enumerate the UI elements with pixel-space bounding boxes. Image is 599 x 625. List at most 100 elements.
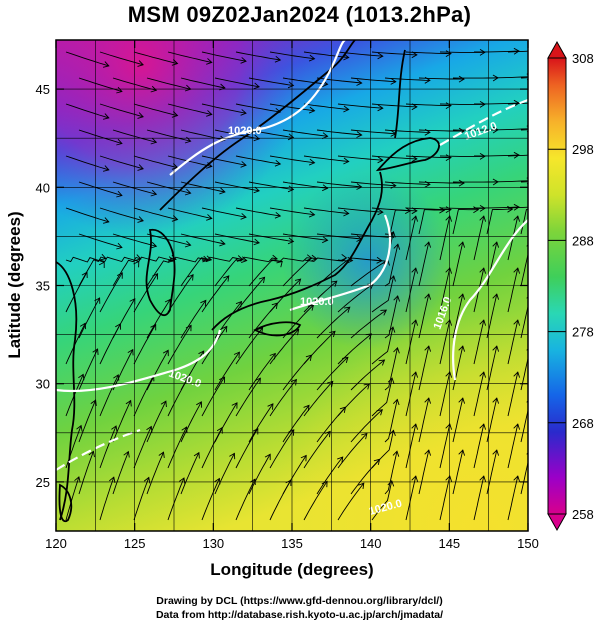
- streamline-arrowhead: [170, 254, 177, 262]
- streamline-arrowhead: [513, 47, 520, 55]
- streamline-arrowhead: [193, 451, 200, 459]
- streamline: [303, 481, 328, 521]
- streamline: [439, 424, 451, 469]
- x-axis-title: Longitude (degrees): [210, 560, 373, 579]
- streamline-arrowhead: [116, 138, 123, 146]
- streamline: [133, 375, 154, 417]
- streamline: [350, 129, 396, 135]
- streamline: [337, 482, 365, 521]
- streamline: [439, 216, 451, 261]
- streamline-arrowhead: [274, 107, 282, 115]
- streamline-arrowhead: [492, 241, 500, 248]
- streamline-arrowhead: [113, 374, 120, 381]
- streamline: [248, 259, 283, 287]
- streamline-arrowhead: [424, 241, 432, 248]
- streamline: [235, 377, 261, 417]
- streamline-arrowhead: [445, 102, 452, 109]
- streamline-arrowhead: [513, 151, 520, 159]
- streamline-arrowhead: [76, 424, 83, 432]
- streamline: [371, 103, 417, 108]
- y-tick-label: 30: [36, 377, 50, 392]
- streamline-arrowhead: [205, 255, 213, 263]
- streamline-arrowhead: [339, 406, 347, 413]
- streamline: [146, 129, 191, 142]
- streamline: [248, 129, 294, 138]
- streamline-arrowhead: [233, 351, 240, 359]
- streamline-arrowhead: [327, 380, 334, 388]
- streamline-arrowhead: [219, 376, 226, 383]
- isobar-label-5: 1020.0: [300, 296, 334, 308]
- streamline-arrowhead: [200, 299, 207, 307]
- streamline-arrowhead: [445, 267, 453, 274]
- streamline: [384, 129, 430, 133]
- streamline: [452, 398, 464, 443]
- streamline-arrowhead: [276, 260, 283, 268]
- y-axis-title: Latitude (degrees): [5, 211, 24, 358]
- streamline-arrowhead: [340, 254, 348, 261]
- streamline-arrowhead: [411, 423, 419, 430]
- streamline: [65, 271, 88, 313]
- streamline: [167, 207, 212, 219]
- isobar-1012-ne: [439, 98, 528, 146]
- colorbar-ticks: 308 298 288 278 268 258: [548, 51, 594, 522]
- streamline: [235, 428, 259, 469]
- streamline-arrowhead: [445, 50, 452, 57]
- streamline: [507, 50, 528, 53]
- streamline-arrowhead: [393, 346, 400, 354]
- colorbar-label: 298: [572, 142, 594, 157]
- streamline-arrowhead: [445, 206, 452, 213]
- x-tick-label: 145: [438, 536, 460, 551]
- isobar-label-1: 1020.0: [228, 125, 262, 137]
- streamline: [384, 347, 398, 391]
- streamline-arrowhead: [221, 325, 228, 333]
- streamline: [180, 452, 200, 495]
- streamline: [507, 476, 519, 521]
- streamline: [78, 348, 99, 391]
- streamline-arrowhead: [458, 397, 466, 404]
- colorbar: 308 298 288 278 268 258: [547, 40, 594, 532]
- streamline: [520, 408, 528, 443]
- streamline: [473, 216, 485, 261]
- streamline: [167, 325, 192, 365]
- streamline: [235, 207, 281, 217]
- streamline: [65, 51, 109, 67]
- streamline-arrowhead: [356, 131, 363, 138]
- streamline: [146, 401, 167, 443]
- streamline: [269, 257, 312, 263]
- streamline: [180, 257, 212, 287]
- streamline-arrowhead: [473, 206, 480, 214]
- streamline-arrowhead: [404, 207, 412, 214]
- streamline-arrowhead: [308, 106, 316, 114]
- streamline-arrowhead: [78, 373, 85, 381]
- streamline-arrowhead: [305, 354, 313, 361]
- streamline: [99, 477, 115, 521]
- streamline: [418, 181, 464, 184]
- streamline-arrowhead: [387, 377, 395, 384]
- streamline-arrowhead: [303, 404, 310, 412]
- streamline: [65, 103, 109, 119]
- streamline-arrowhead: [116, 86, 123, 94]
- isobar-1020-central: [289, 214, 392, 312]
- streamline-arrowhead: [116, 242, 123, 250]
- streamline-arrowhead: [274, 211, 282, 219]
- streamline-arrowhead: [513, 475, 521, 482]
- streamline-arrowhead: [445, 423, 453, 430]
- streamline: [78, 181, 123, 196]
- streamline-arrowhead: [411, 371, 419, 378]
- y-tick-label: 40: [36, 180, 50, 195]
- streamline-arrowhead: [389, 275, 396, 282]
- streamline-arrowhead: [137, 60, 144, 67]
- x-axis-ticks: 120 125 130 135 140 145 150: [45, 40, 539, 551]
- streamline: [507, 206, 528, 209]
- streamline: [507, 320, 519, 365]
- streamline: [474, 50, 520, 53]
- streamline: [99, 272, 123, 313]
- streamline: [337, 103, 383, 109]
- streamline: [65, 323, 86, 365]
- streamline: [214, 77, 260, 88]
- latlon-grid: [56, 40, 528, 531]
- streamline: [235, 155, 281, 165]
- streamline-arrowhead: [253, 82, 260, 90]
- streamline: [248, 181, 294, 190]
